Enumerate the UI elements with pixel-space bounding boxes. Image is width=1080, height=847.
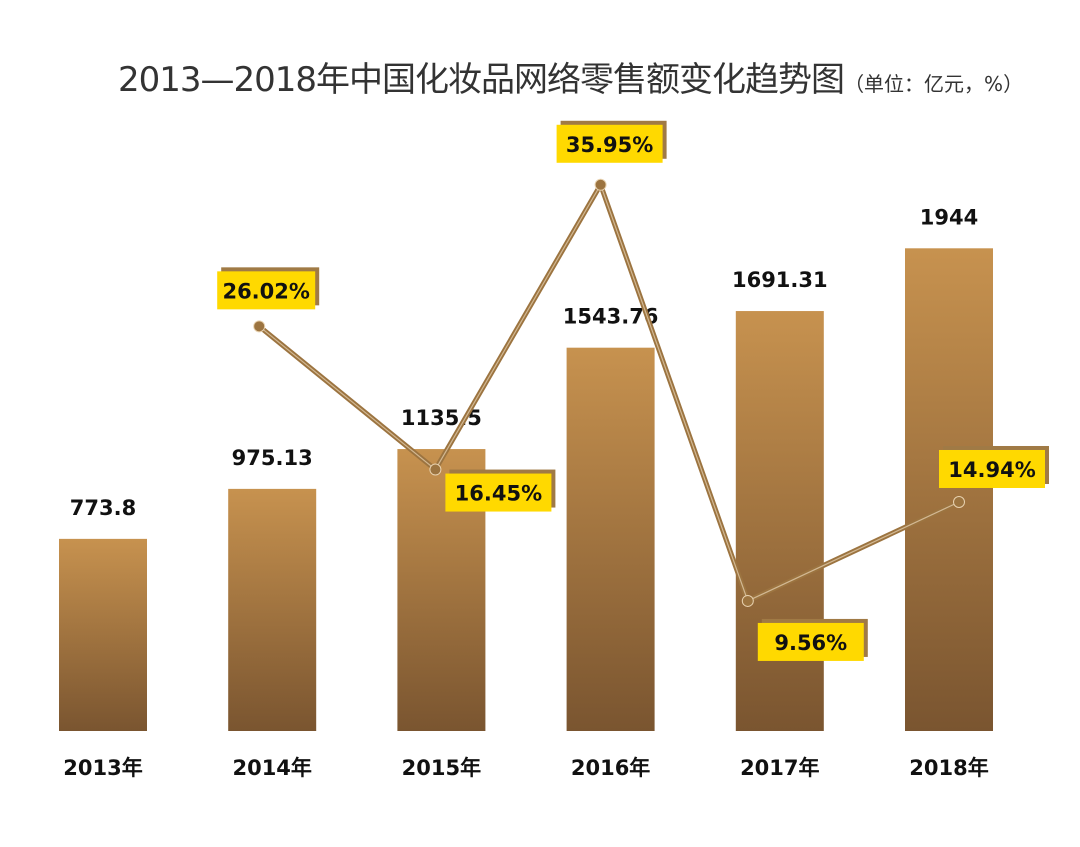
x-tick-label: 2015年 (402, 756, 481, 780)
growth-label-box (939, 449, 1045, 488)
bar-value-label: 975.13 (232, 446, 313, 470)
growth-label: 16.45% (455, 482, 542, 506)
bar-value-label: 1691.31 (732, 268, 828, 292)
growth-label: 35.95% (566, 133, 653, 157)
growth-label: 26.02% (222, 279, 309, 303)
bar-2013年 (59, 538, 147, 731)
x-tick-label: 2017年 (740, 756, 819, 780)
bar-value-label: 773.8 (70, 496, 136, 520)
growth-line-highlight (600, 184, 749, 602)
growth-label: 14.94% (948, 458, 1035, 482)
x-tick-label: 2014年 (232, 756, 311, 780)
bar-2016年 (566, 347, 655, 731)
growth-point (953, 495, 965, 508)
growth-label-box (445, 473, 552, 512)
growth-point (253, 320, 266, 333)
x-tick-label: 2018年 (909, 756, 988, 780)
growth-line-highlight (747, 501, 960, 602)
growth-label-box (217, 271, 316, 310)
bar-2014年 (228, 488, 317, 731)
chart-title-text: 2013—2018年中国化妆品网络零售额变化趋势图 (118, 60, 845, 100)
growth-point (741, 594, 754, 607)
chart-title: 2013—2018年中国化妆品网络零售额变化趋势图（单位：亿元，%） (118, 52, 1023, 101)
growth-label-box (556, 124, 663, 163)
growth-label: 9.56% (774, 631, 847, 655)
x-tick-label: 2016年 (571, 756, 650, 780)
bar-value-label: 1944 (920, 205, 978, 229)
bar-2017年 (735, 311, 824, 731)
growth-point (594, 178, 607, 191)
growth-line-highlight (258, 325, 436, 471)
x-tick-label: 2013年 (63, 756, 142, 780)
chart-unit: （单位：亿元，%） (844, 72, 1024, 96)
growth-line-highlight (434, 184, 602, 470)
bar-2018年 (905, 248, 993, 731)
growth-label-box (757, 622, 864, 661)
growth-point (429, 463, 442, 476)
